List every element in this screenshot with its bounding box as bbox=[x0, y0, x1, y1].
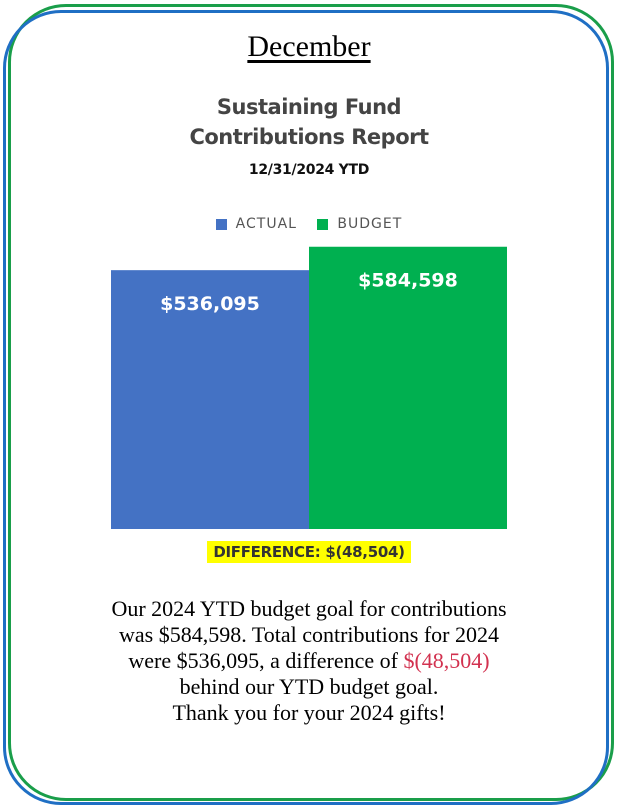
summary-line3: were $536,095, a difference of $(48,504) bbox=[30, 648, 588, 674]
report-date: 12/31/2024 YTD bbox=[248, 162, 370, 178]
bar-actual-value-label: $536,095 bbox=[160, 293, 260, 315]
summary-difference-value: $(48,504) bbox=[403, 648, 490, 673]
legend-label-budget: BUDGET bbox=[337, 216, 403, 232]
bar-chart: $536,095 $584,598 bbox=[111, 246, 507, 529]
summary-text: Our 2024 YTD budget goal for contributio… bbox=[30, 596, 588, 726]
legend-swatch-actual bbox=[215, 218, 227, 230]
bar-budget bbox=[309, 246, 507, 529]
report-title-line1: Sustaining Fund bbox=[216, 95, 402, 119]
summary-line2: was $584,598. Total contributions for 20… bbox=[119, 622, 499, 647]
bar-budget-value-label: $584,598 bbox=[358, 270, 458, 292]
legend-label-actual: ACTUAL bbox=[235, 216, 297, 232]
summary-line5: Thank you for your 2024 gifts! bbox=[172, 700, 446, 725]
summary-line3-prefix: were $536,095, a difference of bbox=[128, 648, 404, 673]
outer-border-frame bbox=[8, 4, 614, 801]
inner-border-frame bbox=[3, 10, 609, 805]
legend-item-budget: BUDGET bbox=[317, 216, 402, 232]
legend-swatch-budget bbox=[317, 218, 329, 230]
legend-item-actual: ACTUAL bbox=[215, 216, 297, 232]
bar-actual bbox=[111, 270, 309, 529]
summary-line4: behind our YTD budget goal. bbox=[179, 674, 439, 699]
summary-line1: Our 2024 YTD budget goal for contributio… bbox=[111, 596, 507, 621]
report-title-line2: Contributions Report bbox=[189, 125, 429, 149]
report-title: Sustaining Fund Contributions Report bbox=[0, 92, 618, 152]
difference-callout: DIFFERENCE: $(48,504) bbox=[0, 541, 618, 563]
chart-legend: ACTUAL BUDGET bbox=[0, 216, 618, 234]
month-heading: December bbox=[247, 30, 371, 63]
difference-label: DIFFERENCE: $(48,504) bbox=[207, 541, 411, 563]
